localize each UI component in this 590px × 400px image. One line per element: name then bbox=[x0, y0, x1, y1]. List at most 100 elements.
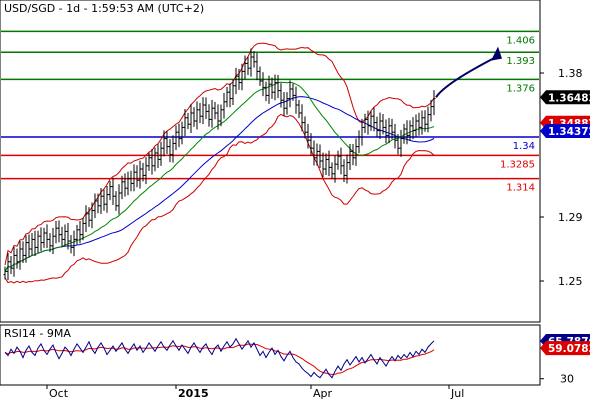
candle-bar bbox=[30, 233, 34, 256]
candle-bar bbox=[384, 119, 388, 144]
chart-title: USD/SGD - 1d - 1:59:53 AM (UTC+2) bbox=[4, 2, 204, 15]
candle-bar bbox=[153, 147, 157, 172]
rsi-axis: 3065.787659.0783 bbox=[540, 333, 590, 386]
candle-bar bbox=[189, 104, 193, 133]
candle-bar bbox=[69, 235, 73, 254]
rsi-ma-value-badge-label: 59.0783 bbox=[548, 343, 590, 355]
candle-bar bbox=[270, 77, 274, 99]
candle-bar bbox=[351, 143, 355, 166]
candle-bar bbox=[147, 152, 151, 171]
candle-bar bbox=[57, 220, 61, 243]
candle-bar bbox=[315, 143, 319, 166]
candle-bar bbox=[378, 112, 382, 140]
candle-bar bbox=[141, 162, 145, 182]
indicator-1-badge: 1.34372 bbox=[540, 124, 590, 139]
candle-bar bbox=[18, 241, 22, 270]
candle-bar bbox=[249, 48, 253, 77]
candle-bar bbox=[174, 125, 178, 151]
candle-bar bbox=[51, 227, 55, 255]
candle-bar bbox=[273, 74, 277, 101]
candle-bar bbox=[387, 118, 391, 144]
rsi-panel: 3065.787659.0783 RSI14 - 9MA bbox=[0, 324, 590, 386]
candle-bar bbox=[15, 248, 19, 269]
candle-bar bbox=[66, 222, 70, 250]
current-price-badge: 1.36483 bbox=[540, 90, 590, 105]
main-plot-frame bbox=[0, 0, 541, 323]
candle-bar bbox=[288, 80, 292, 108]
indicator-1-badge-label: 1.34372 bbox=[548, 126, 590, 138]
candle-bar bbox=[3, 266, 7, 280]
candle-bar bbox=[246, 56, 250, 76]
candle-bar bbox=[39, 227, 43, 252]
rsi-ma-value-badge-bg bbox=[540, 341, 590, 356]
candle-bar bbox=[255, 53, 259, 81]
candle-bar bbox=[12, 246, 16, 277]
candle-bar bbox=[195, 101, 199, 130]
candle-bar bbox=[231, 79, 235, 105]
candle-bar bbox=[258, 66, 262, 86]
candle-bar bbox=[423, 110, 427, 132]
candle-bar bbox=[219, 104, 223, 127]
candle-bar bbox=[123, 173, 127, 197]
candle-bar bbox=[354, 138, 358, 166]
candle-bar bbox=[432, 90, 436, 116]
candle-bar bbox=[348, 143, 352, 171]
candle-bar bbox=[312, 140, 316, 166]
candle-bar bbox=[366, 110, 370, 135]
candle-bar bbox=[135, 165, 139, 188]
candle-bar bbox=[111, 177, 115, 205]
candle-bar bbox=[333, 155, 337, 183]
candle-bar bbox=[252, 51, 256, 68]
candle-bar bbox=[96, 193, 100, 214]
candle-bar bbox=[402, 123, 406, 144]
rsi-title: RSI14 - 9MA bbox=[4, 327, 71, 340]
candle-bar bbox=[45, 224, 49, 249]
candle-bar bbox=[372, 107, 376, 132]
candle-bar bbox=[297, 99, 301, 119]
candle-bar bbox=[102, 189, 106, 211]
candle-bar bbox=[360, 118, 364, 146]
candle-bar bbox=[405, 120, 409, 145]
candle-bar bbox=[261, 72, 265, 97]
candle-bar bbox=[234, 67, 238, 95]
level-label-1: 1.393 bbox=[506, 56, 535, 67]
candle-bar bbox=[93, 193, 97, 219]
candle-bar bbox=[321, 152, 325, 178]
candle-bar bbox=[99, 188, 103, 214]
candle-bar bbox=[237, 68, 241, 90]
candle-bar bbox=[204, 97, 208, 120]
candle-bar bbox=[159, 141, 163, 166]
candle-bar bbox=[330, 162, 334, 179]
candle-bar bbox=[390, 118, 394, 140]
candle-bar bbox=[318, 144, 322, 168]
level-label-5: 1.314 bbox=[506, 183, 535, 194]
candle-bar bbox=[36, 230, 40, 253]
candle-bar bbox=[396, 134, 400, 155]
candle-bar bbox=[414, 114, 418, 138]
candle-bar bbox=[429, 99, 433, 122]
rsi-plot-frame bbox=[0, 324, 541, 386]
candle-bar bbox=[201, 97, 205, 125]
rsi-tick-label-0: 30 bbox=[560, 373, 574, 386]
candle-bar bbox=[132, 164, 136, 192]
projection-layer bbox=[435, 46, 502, 98]
candle-bar bbox=[198, 102, 202, 124]
candle-bar bbox=[417, 112, 421, 136]
candle-bar bbox=[27, 234, 31, 258]
candle-bar bbox=[87, 207, 91, 227]
bollinger-lower-line bbox=[4, 113, 435, 284]
rsi-line bbox=[4, 337, 435, 379]
candle-bar bbox=[72, 230, 76, 257]
candle-bar bbox=[225, 86, 229, 108]
candle-bar bbox=[105, 186, 109, 213]
candle-bar bbox=[186, 112, 190, 130]
candle-bar bbox=[138, 160, 142, 189]
candle-bar bbox=[327, 150, 331, 177]
levels-layer: 1.406 1.393 1.376 1.34 1.3285 1.314 bbox=[1, 30, 539, 194]
time-tick-label-0: Oct bbox=[49, 387, 69, 400]
rsi-ma-value-badge: 59.0783 bbox=[540, 341, 590, 356]
candle-bar bbox=[381, 114, 385, 135]
candle-bar bbox=[375, 116, 379, 137]
candle-bar bbox=[156, 144, 160, 169]
